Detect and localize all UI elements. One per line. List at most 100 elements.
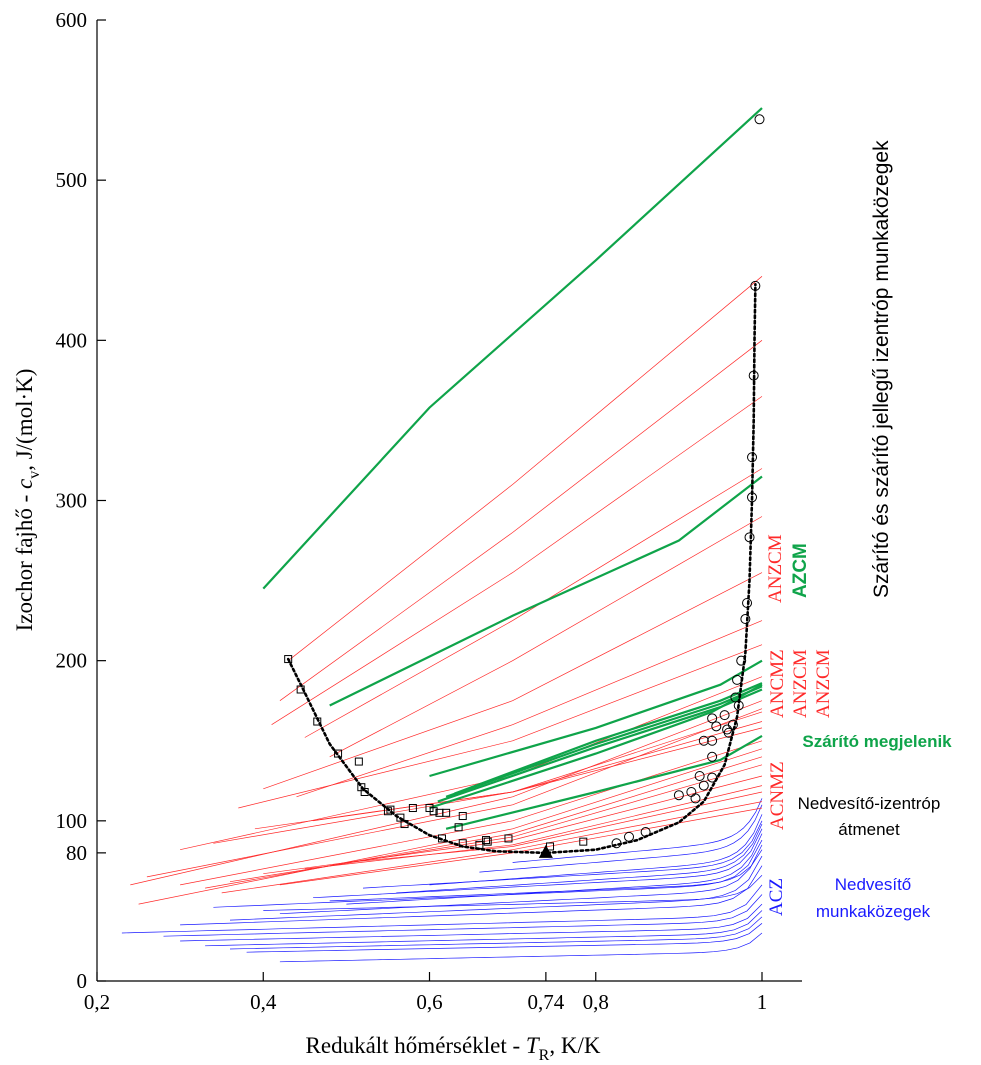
square-marker <box>475 840 484 849</box>
red-series-line <box>180 740 763 886</box>
blue-series-line <box>205 910 763 947</box>
red-series-line <box>130 700 763 886</box>
blue-series-line <box>396 823 763 894</box>
triangle-marker <box>538 844 553 858</box>
label-wet-fluids-1: Nedvesítő <box>835 875 912 894</box>
square-marker <box>296 685 305 694</box>
blue-series-line <box>279 932 763 963</box>
label-acnmz: ACNMZ <box>767 761 788 830</box>
x-tick-label: 1 <box>757 990 768 1014</box>
y-tick-label: 300 <box>56 489 88 513</box>
circle-marker <box>624 831 634 842</box>
x-tick-label: 0,6 <box>416 990 442 1014</box>
square-marker <box>360 788 369 797</box>
square-marker <box>313 717 322 726</box>
red-series-line <box>304 468 763 738</box>
x-axis-title-symbol: T <box>526 1033 541 1058</box>
red-series-line <box>238 644 763 809</box>
x-tick-label: 0,74 <box>528 990 565 1014</box>
circle-marker <box>698 780 709 791</box>
label-anzcm-1: ANZCM <box>765 534 786 603</box>
blue-series-line <box>263 875 763 911</box>
label-wet-transition-1: Nedvesítő-izentróp <box>798 794 941 813</box>
y-tick-label: 0 <box>77 969 88 993</box>
red-series-line <box>296 620 763 798</box>
red-series-line <box>304 785 763 870</box>
square-marker <box>437 834 446 843</box>
circle-marker <box>754 114 765 125</box>
label-azcm: AZCM <box>790 543 811 598</box>
circle-marker <box>707 751 718 762</box>
blue-series-line <box>121 884 763 934</box>
square-marker <box>482 836 491 845</box>
circle-marker <box>733 700 744 711</box>
x-axis-title-main: Redukált hőmérséklet - <box>306 1033 526 1058</box>
blue-series-line <box>479 804 763 873</box>
square-marker <box>454 823 463 832</box>
square-marker <box>284 655 293 664</box>
circle-marker <box>747 452 758 463</box>
blue-series-line <box>313 828 763 899</box>
circle-marker <box>750 280 761 291</box>
red-series-line <box>329 516 763 758</box>
square-marker <box>504 834 513 843</box>
square-marker <box>400 820 409 829</box>
y-tick-label: 80 <box>66 841 87 865</box>
x-axis-title: Redukált hőmérséklet - TR, K/K <box>306 1033 601 1064</box>
red-series-line <box>263 572 763 790</box>
label-wet-fluids-2: munkaközegek <box>816 902 931 921</box>
circle-marker <box>707 713 718 724</box>
red-series-line <box>313 727 763 822</box>
square-marker <box>354 757 363 766</box>
label-anzcm-2: ANZCM <box>790 649 811 718</box>
x-tick-label: 0,4 <box>250 990 277 1014</box>
green-series-line <box>329 475 763 707</box>
y-axis-title-symbol: c <box>12 479 37 489</box>
square-marker <box>579 837 588 846</box>
blue-series-line <box>180 865 763 926</box>
circle-marker <box>698 735 709 746</box>
blue-series-line <box>229 916 763 950</box>
annotations: ANZCM AZCM ANCMZ ANZCM ANZCM ACNMZ ACZ S… <box>765 140 952 921</box>
circle-marker <box>686 787 697 798</box>
square-marker <box>458 812 467 821</box>
circle-marker <box>723 727 734 738</box>
dotted-minimum-curve <box>286 283 757 855</box>
blue-series-line <box>512 798 763 863</box>
circle-marker <box>690 793 701 804</box>
circle-marker <box>747 492 758 503</box>
circle-marker <box>744 532 755 543</box>
y-axis-title-subscript: v <box>26 471 43 479</box>
circle-marker <box>694 770 705 781</box>
square-marker <box>383 807 392 816</box>
axes <box>96 20 802 982</box>
y-tick-label: 200 <box>56 649 88 673</box>
y-axis-title-unit: , J/(mol·K) <box>12 369 37 471</box>
red-series-line <box>271 396 763 725</box>
circle-marker <box>707 772 718 783</box>
red-series-line <box>287 276 763 661</box>
x-tick-label: 0,8 <box>583 990 609 1014</box>
green-series-line <box>429 683 763 810</box>
circle-marker <box>673 790 684 801</box>
circle-marker <box>740 614 751 625</box>
label-dryer-isentropic: Szárító és szárító jellegű izentróp munk… <box>870 140 893 598</box>
square-marker <box>442 808 451 817</box>
circle-marker <box>742 598 753 609</box>
circle-marker <box>611 838 622 849</box>
circle-marker <box>640 827 651 838</box>
blue-series-line <box>246 923 763 953</box>
red-series-line <box>205 756 763 889</box>
blue-series-line <box>180 903 763 942</box>
square-marker <box>458 839 467 848</box>
y-tick-label: 600 <box>56 8 88 32</box>
blue-series-line <box>362 820 763 889</box>
label-dryer-appears: Szárító megjelenik <box>802 732 952 751</box>
blue-series-line <box>213 839 763 908</box>
circle-marker <box>736 655 747 666</box>
label-wet-transition-2: átmenet <box>838 820 900 839</box>
x-tick-label: 0,2 <box>84 990 110 1014</box>
circle-marker <box>748 370 759 381</box>
square-marker <box>396 813 405 822</box>
